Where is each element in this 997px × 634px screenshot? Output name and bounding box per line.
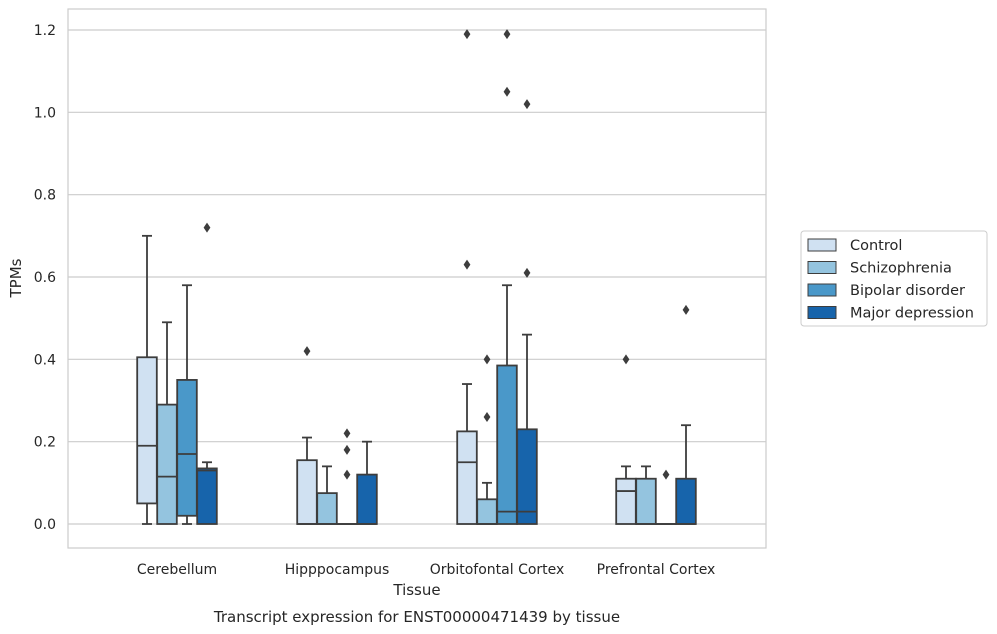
box-rect: [136, 356, 158, 505]
outlier-point: [662, 469, 670, 480]
legend-swatch: [807, 238, 837, 252]
legend-label: Schizophrenia: [850, 261, 952, 277]
box-rect: [196, 467, 218, 525]
box: [316, 465, 338, 525]
box: [655, 469, 677, 525]
outlier-point: [682, 304, 690, 315]
box-rect: [516, 428, 538, 525]
legend-label: Bipolar disorder: [850, 283, 965, 299]
box: [156, 321, 178, 525]
series-schizophrenia: [156, 321, 657, 525]
outlier-point: [483, 411, 491, 422]
box: [356, 440, 378, 525]
box: [336, 428, 358, 525]
outlier-point: [503, 29, 511, 40]
x-tick-label: Hipppocampus: [285, 562, 390, 578]
legend-label: Major depression: [850, 306, 974, 322]
legend-swatch: [807, 283, 837, 297]
outlier-point: [622, 354, 630, 365]
legend: Control Schizophrenia Bipolar disorder Majo…: [800, 230, 988, 327]
box: [196, 222, 218, 525]
box-rect: [316, 492, 338, 525]
box-rect: [456, 430, 478, 525]
y-axis-ticks: 0.0 0.2 0.4 0.6 0.8 1.0 1.2: [34, 23, 56, 533]
x-axis-ticks: Cerebellum Hipppocampus Orbitofontal Corte…: [137, 562, 715, 578]
legend-label: Control: [850, 238, 902, 254]
box: [675, 304, 697, 525]
box: [635, 465, 657, 525]
box-rect: [476, 498, 498, 525]
box-rect: [635, 477, 657, 525]
outlier-point: [483, 354, 491, 365]
x-tick-label: Cerebellum: [137, 562, 217, 578]
outlier-point: [343, 469, 351, 480]
outlier-point: [203, 222, 211, 233]
box: [615, 354, 637, 525]
y-tick-label: 0.2: [34, 435, 56, 451]
outlier-point: [463, 29, 471, 40]
box-rect: [615, 477, 637, 525]
box-rect: [156, 403, 178, 525]
box-plot-series: [136, 29, 697, 525]
box: [516, 99, 538, 525]
outlier-point: [523, 99, 531, 110]
outlier-point: [343, 444, 351, 455]
outlier-point: [343, 428, 351, 439]
series-control: [136, 29, 637, 525]
legend-swatch: [807, 261, 837, 274]
y-axis-label: TPMs: [7, 258, 25, 298]
chart-caption: Transcript expression for ENST0000047143…: [213, 608, 620, 626]
y-tick-label: 1.0: [34, 105, 56, 121]
y-tick-label: 1.2: [34, 23, 56, 39]
outlier-point: [303, 346, 311, 357]
box-rect: [356, 473, 378, 525]
box: [496, 29, 518, 525]
box: [176, 284, 198, 525]
outlier-point: [523, 267, 531, 278]
y-tick-label: 0.6: [34, 270, 56, 286]
outlier-point: [503, 86, 511, 97]
box: [296, 346, 318, 525]
legend-frame: [800, 230, 988, 327]
plot-area-frame: [67, 8, 767, 549]
y-tick-label: 0.4: [34, 352, 56, 368]
series-bipolar-disorder: [176, 29, 677, 525]
box-rect: [176, 379, 198, 517]
x-tick-label: Prefrontal Cortex: [597, 562, 716, 578]
box: [136, 234, 158, 525]
box: [476, 354, 498, 525]
box: [456, 29, 478, 525]
x-tick-label: Orbitofontal Cortex: [430, 562, 565, 578]
x-axis-label: Tissue: [392, 581, 440, 599]
outlier-point: [463, 259, 471, 270]
box-rect: [296, 459, 318, 525]
y-tick-label: 0.8: [34, 188, 56, 204]
box-rect: [675, 477, 697, 525]
box-rect: [496, 364, 518, 525]
legend-swatch: [807, 306, 837, 319]
series-major-depression: [196, 99, 697, 525]
y-tick-label: 0.0: [34, 517, 56, 533]
